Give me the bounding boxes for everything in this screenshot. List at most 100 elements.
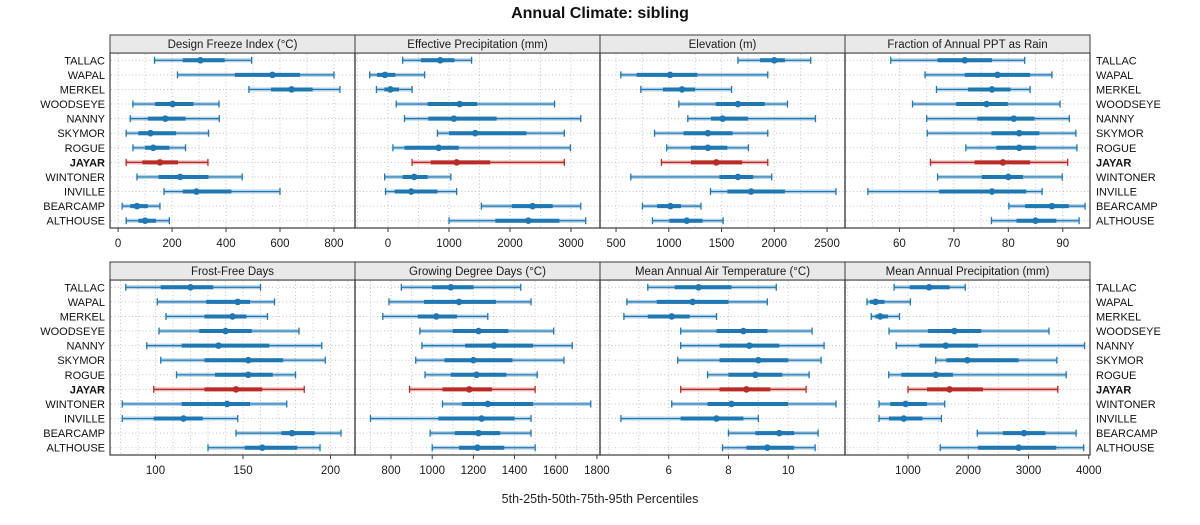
median-dot [176,173,184,181]
axis-tick-label: 3000 [1016,465,1042,477]
percentile-row [383,173,452,181]
site-label-right-rogue: ROGUE [1096,370,1136,382]
percentile-row [153,56,253,64]
median-dot [180,415,187,422]
axis-tick-label: 600 [270,238,289,250]
site-label-left-wintoner: WINTONER [45,399,105,411]
median-dot [222,327,229,335]
axis-tick-label: 200 [321,465,340,477]
panel-header-label: Growing Degree Days (°C) [409,266,546,278]
percentile-row [976,429,1077,437]
median-dot [288,86,295,93]
axis-tick-label: 1600 [543,465,569,477]
site-label-right-nanny: NANNY [1096,341,1135,353]
median-dot [689,298,696,306]
median-dot [156,159,164,166]
percentile-row [121,415,239,423]
percentile-row [165,312,269,320]
site-label-right-inville: INVILLE [1096,414,1137,426]
percentile-row [408,385,536,393]
median-dot [747,188,755,195]
percentile-row [878,415,943,423]
axis-tick-label: 0 [115,238,121,250]
percentile-row [888,371,1067,379]
percentile-row [429,429,532,437]
site-label-right-merkel: MERKEL [1096,311,1141,323]
percentile-row [415,356,565,364]
axis-tick-label: 0 [385,238,391,250]
axis-tick-label: 1000 [656,238,682,250]
median-dot [465,386,473,393]
panel-effective-precipitation-mm-: Effective Precipitation (mm) 0 1000 2000 300… [354,34,601,250]
median-dot [484,400,492,408]
site-label-right-merkel: MERKEL [1096,84,1141,96]
site-label-right-jayar: JAYAR [1096,384,1131,396]
median-dot [1048,202,1056,210]
median-dot [223,400,231,408]
percentile-row [146,342,323,350]
median-dot [387,86,394,93]
median-dot [410,173,418,181]
percentile-row [737,56,812,64]
median-dot [988,86,996,93]
percentile-row [129,115,220,123]
axis-tick-label: 150 [233,465,252,477]
site-label-right-wapal: WAPAL [1096,297,1133,309]
site-label-left-nanny: NANNY [66,341,105,353]
median-dot [141,217,149,225]
percentile-row [929,158,1069,166]
median-dot [999,159,1007,166]
median-dot [433,313,440,320]
percentile-row [235,429,342,437]
site-label-left-inville: INVILLE [64,414,105,426]
axis-tick-label: 3000 [558,238,584,250]
median-dot [743,386,750,393]
percentile-row [382,312,489,320]
axis-tick-label: 1000 [419,465,445,477]
percentile-row [375,85,413,93]
site-label-left-rogue: ROGUE [65,370,105,382]
panel-fraction-of-annual-ppt-as-rain: Fraction of Annual PPT as Rain 60 70 80 90 [844,34,1091,250]
percentile-row [125,283,262,291]
site-label-left-merkel: MERKEL [60,84,105,96]
percentile-row [678,100,789,108]
percentile-row [623,312,718,320]
median-dot [474,444,481,452]
panel-header [844,34,1091,54]
percentile-row [480,202,582,210]
percentile-row [866,298,912,306]
panel-header-label: Fraction of Annual PPT as Rain [887,39,1047,51]
median-dot [436,56,444,64]
percentile-row [660,158,769,166]
axis-tick-label: 4000 [1076,465,1102,477]
percentile-row [421,342,573,350]
median-dot [229,313,236,320]
axis-tick-label: 2000 [955,465,981,477]
percentile-row [907,385,1059,393]
percentile-row [990,217,1080,225]
percentile-row [369,415,532,423]
percentile-row [132,144,187,152]
median-dot [197,56,204,64]
site-label-right-althouse: ALTHOUSE [1096,443,1154,455]
site-label-right-inville: INVILLE [1096,187,1137,199]
median-dot [667,202,674,210]
median-dot [234,298,242,306]
median-dot [1015,144,1023,152]
axis-tick-label: 1000 [895,465,921,477]
axis-tick-label: 70 [947,238,960,250]
percentile-row [680,327,813,335]
percentile-row [935,356,1058,364]
percentile-row [136,173,243,181]
percentile-row [878,400,946,408]
percentile-row [1008,202,1086,210]
axis-tick-label: 800 [381,465,400,477]
site-label-left-inville: INVILLE [64,187,105,199]
axis-tick-label: 100 [146,465,165,477]
site-label-left-bearcamp: BEARCAMP [43,201,105,213]
site-label-left-woodseye: WOODSEYE [40,99,105,111]
panel-border [599,52,846,229]
site-label-left-merkel: MERKEL [60,311,105,323]
axis-tick-label: 1000 [436,238,462,250]
percentile-row [870,312,901,320]
